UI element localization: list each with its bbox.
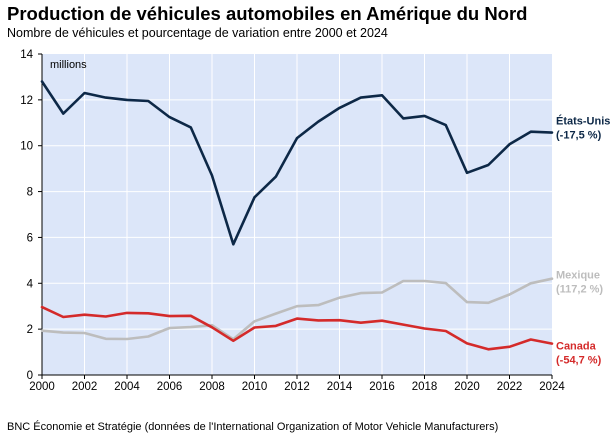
- chart-subtitle: Nombre de véhicules et pourcentage de va…: [7, 26, 388, 40]
- gridlines: [42, 54, 552, 375]
- x-tick-label: 2018: [412, 381, 438, 393]
- x-tick-label: 2010: [242, 381, 268, 393]
- x-axis-ticks: 2000 2002 2004 2006 2008 2010 2012 2014 2016 2018…: [29, 375, 565, 393]
- x-tick-label: 2008: [199, 381, 225, 393]
- x-tick-label: 2020: [454, 381, 480, 393]
- chart-title: Production de véhicules automobiles en A…: [7, 3, 528, 24]
- line-chart: 0 2 4 6 8 10 12 14 2000 2002 2004 2006 2008 2010 2012…: [20, 49, 610, 393]
- series-lines: [40, 80, 554, 351]
- series-line-mexique: [40, 277, 554, 341]
- x-tick-label: 2002: [72, 381, 98, 393]
- series-labels: États-Unis (-17,5 %) Mexique (117,2 %) Canad…: [556, 115, 610, 367]
- y-tick-label: 6: [27, 232, 33, 244]
- x-tick-label: 2022: [497, 381, 523, 393]
- series-label-change: (-54,7 %): [556, 355, 602, 367]
- series-label-name: Mexique: [556, 270, 600, 282]
- series-label-change: (-17,5 %): [556, 130, 602, 142]
- x-tick-label: 2006: [157, 381, 183, 393]
- y-tick-label: 8: [27, 187, 33, 199]
- series-line--tats-unis: [40, 80, 554, 246]
- x-tick-label: 2024: [539, 381, 565, 393]
- source-note: BNC Économie et Stratégie (données de l'…: [7, 421, 499, 433]
- y-tick-label: 10: [20, 141, 33, 153]
- x-tick-label: 2012: [284, 381, 310, 393]
- x-tick-label: 2016: [369, 381, 395, 393]
- y-tick-label: 14: [20, 49, 33, 61]
- series-label-name: Canada: [556, 341, 597, 353]
- y-tick-label: 12: [20, 95, 33, 107]
- y-axis-ticks: 0 2 4 6 8 10 12 14: [20, 49, 42, 382]
- y-tick-label: 4: [27, 278, 34, 290]
- series-line-canada: [40, 305, 554, 351]
- x-tick-label: 2014: [327, 381, 353, 393]
- series-label-name: États-Unis: [556, 115, 610, 128]
- unit-label: millions: [50, 59, 87, 71]
- y-tick-label: 0: [27, 370, 33, 382]
- y-tick-label: 2: [27, 324, 33, 336]
- series-label-change: (117,2 %): [556, 284, 603, 296]
- x-tick-label: 2004: [114, 381, 140, 393]
- x-tick-label: 2000: [29, 381, 55, 393]
